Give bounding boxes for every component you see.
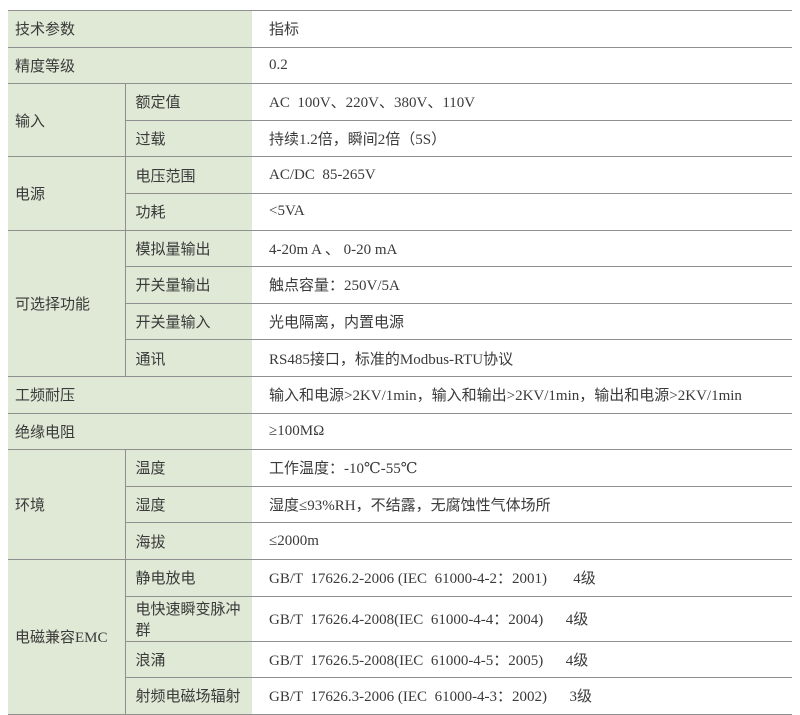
table-row: 电快速瞬变脉冲群 GB/T 17626.4-2008(IEC 61000-4-4… bbox=[8, 595, 793, 642]
input-overload-label-cell: 过载 bbox=[125, 119, 253, 158]
header-param-cell: 技术参数 bbox=[8, 10, 253, 48]
table-row: 工频耐压 输入和电源>2KV/1min，输入和输出>2KV/1min，输出和电源… bbox=[8, 375, 793, 414]
accuracy-label-cell: 精度等级 bbox=[8, 46, 253, 85]
env-temperature-value-cell: 工作温度：-10℃-55℃ bbox=[252, 449, 793, 487]
table-row: 环境 温度 工作温度：-10℃-55℃ bbox=[8, 449, 793, 560]
table-row: 功耗 <5VA bbox=[8, 192, 793, 231]
env-humidity-value-cell: 湿度≤93%RH，不结露，无腐蚀性气体场所 bbox=[252, 485, 793, 524]
table-row: 电磁兼容EMC 静电放电 GB/T 17626.2-2006 (IEC 6100… bbox=[8, 558, 793, 715]
input-overload-value-cell: 持续1.2倍，瞬间2倍（5S） bbox=[252, 119, 793, 158]
env-altitude-value-cell: ≤2000m bbox=[252, 522, 793, 560]
optional-switch-in-label-cell: 开关量输入 bbox=[125, 302, 253, 341]
insulation-value-cell: ≥100MΩ bbox=[252, 412, 793, 451]
input-rated-label-cell: 额定值 bbox=[125, 83, 253, 121]
table-row: 过载 持续1.2倍，瞬间2倍（5S） bbox=[8, 119, 793, 158]
table-row: 开关量输出 触点容量：250V/5A bbox=[8, 266, 793, 304]
table-row: 开关量输入 光电隔离，内置电源 bbox=[8, 302, 793, 341]
withstand-value-cell: 输入和电源>2KV/1min，输入和输出>2KV/1min，输出和电源>2KV/… bbox=[252, 375, 793, 414]
table-row: 绝缘电阻 ≥100MΩ bbox=[8, 412, 793, 451]
optional-comm-label-cell: 通讯 bbox=[125, 339, 253, 377]
table-row: 精度等级 0.2 bbox=[8, 46, 793, 85]
table-row: 技术参数 指标 bbox=[8, 10, 793, 48]
optional-group-cell: 可选择功能 bbox=[8, 229, 126, 377]
emc-group-cell: 电磁兼容EMC bbox=[8, 558, 126, 715]
power-consumption-value-cell: <5VA bbox=[252, 192, 793, 231]
optional-switch-out-value-cell: 触点容量：250V/5A bbox=[252, 266, 793, 304]
table-row: 浪涌 GB/T 17626.5-2008(IEC 61000-4-5：2005)… bbox=[8, 640, 793, 679]
emc-eft-label-cell: 电快速瞬变脉冲群 bbox=[125, 595, 253, 642]
input-group-cell: 输入 bbox=[8, 83, 126, 158]
power-voltage-label-cell: 电压范围 bbox=[125, 156, 253, 194]
optional-switch-in-value-cell: 光电隔离，内置电源 bbox=[252, 302, 793, 341]
emc-eft-value-cell: GB/T 17626.4-2008(IEC 61000-4-4：2004) 4级 bbox=[252, 595, 793, 642]
env-temperature-label-cell: 温度 bbox=[125, 449, 253, 487]
withstand-label-cell: 工频耐压 bbox=[8, 375, 253, 414]
power-group-cell: 电源 bbox=[8, 156, 126, 231]
optional-switch-out-label-cell: 开关量输出 bbox=[125, 266, 253, 304]
power-consumption-label-cell: 功耗 bbox=[125, 192, 253, 231]
emc-esd-value-cell: GB/T 17626.2-2006 (IEC 61000-4-2：2001) 4… bbox=[252, 558, 793, 597]
technical-parameters-table: 技术参数 指标 精度等级 0.2 输入 额定值 AC 100V、220V、380… bbox=[8, 10, 793, 715]
optional-comm-value-cell: RS485接口，标准的Modbus-RTU协议 bbox=[252, 339, 793, 377]
table-row: 海拔 ≤2000m bbox=[8, 522, 793, 560]
emc-surge-label-cell: 浪涌 bbox=[125, 640, 253, 679]
emc-surge-value-cell: GB/T 17626.5-2008(IEC 61000-4-5：2005) 4级 bbox=[252, 640, 793, 679]
table-row: 电源 电压范围 AC/DC 85-265V bbox=[8, 156, 793, 231]
optional-analog-out-value-cell: 4-20m A 、 0-20 mA bbox=[252, 229, 793, 268]
environment-group-cell: 环境 bbox=[8, 449, 126, 560]
table-row: 可选择功能 模拟量输出 4-20m A 、 0-20 mA bbox=[8, 229, 793, 377]
power-voltage-value-cell: AC/DC 85-265V bbox=[252, 156, 793, 194]
env-humidity-label-cell: 湿度 bbox=[125, 485, 253, 524]
table-row: 通讯 RS485接口，标准的Modbus-RTU协议 bbox=[8, 339, 793, 377]
emc-esd-label-cell: 静电放电 bbox=[125, 558, 253, 597]
input-rated-value-cell: AC 100V、220V、380V、110V bbox=[252, 83, 793, 121]
emc-rf-label-cell: 射频电磁场辐射 bbox=[125, 677, 253, 715]
optional-analog-out-label-cell: 模拟量输出 bbox=[125, 229, 253, 268]
table-row: 湿度 湿度≤93%RH，不结露，无腐蚀性气体场所 bbox=[8, 485, 793, 524]
accuracy-value-cell: 0.2 bbox=[252, 46, 793, 85]
insulation-label-cell: 绝缘电阻 bbox=[8, 412, 253, 451]
table-row: 射频电磁场辐射 GB/T 17626.3-2006 (IEC 61000-4-3… bbox=[8, 677, 793, 715]
header-value-cell: 指标 bbox=[252, 10, 793, 48]
emc-rf-value-cell: GB/T 17626.3-2006 (IEC 61000-4-3：2002) 3… bbox=[252, 677, 793, 715]
table-row: 输入 额定值 AC 100V、220V、380V、110V bbox=[8, 83, 793, 158]
env-altitude-label-cell: 海拔 bbox=[125, 522, 253, 560]
